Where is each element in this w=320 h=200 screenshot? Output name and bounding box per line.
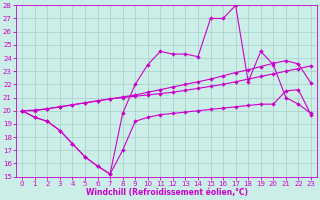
X-axis label: Windchill (Refroidissement éolien,°C): Windchill (Refroidissement éolien,°C) xyxy=(85,188,248,197)
